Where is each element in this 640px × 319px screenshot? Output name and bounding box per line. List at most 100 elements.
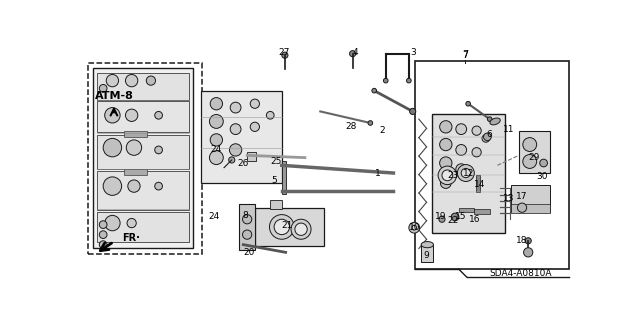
Circle shape	[230, 124, 241, 135]
Text: FR·: FR·	[122, 234, 140, 243]
Circle shape	[209, 151, 223, 165]
Circle shape	[99, 221, 107, 228]
Circle shape	[440, 157, 452, 169]
Circle shape	[458, 165, 474, 182]
Bar	[415, 61, 569, 269]
Circle shape	[127, 219, 136, 228]
Circle shape	[128, 180, 140, 192]
Text: 29: 29	[528, 153, 540, 162]
Text: SDA4-A0810A: SDA4-A0810A	[489, 269, 552, 278]
Bar	[459, 208, 474, 212]
Text: 21: 21	[282, 221, 293, 230]
Bar	[255, 208, 324, 246]
Circle shape	[126, 140, 141, 155]
Bar	[247, 152, 257, 161]
Circle shape	[440, 138, 452, 151]
Bar	[432, 114, 505, 233]
Circle shape	[243, 230, 252, 239]
Bar	[511, 204, 550, 213]
Circle shape	[210, 134, 223, 146]
Text: 12: 12	[463, 169, 475, 178]
Bar	[97, 101, 189, 132]
Circle shape	[295, 223, 307, 235]
Circle shape	[230, 144, 242, 156]
Circle shape	[210, 98, 223, 110]
Text: 6: 6	[487, 130, 493, 139]
Circle shape	[274, 219, 289, 235]
Circle shape	[103, 138, 122, 157]
Circle shape	[472, 148, 481, 157]
Circle shape	[155, 146, 163, 154]
Circle shape	[282, 52, 288, 58]
Circle shape	[147, 76, 156, 85]
Circle shape	[438, 166, 456, 185]
Bar	[97, 211, 189, 242]
Bar	[476, 175, 481, 192]
Text: 24: 24	[209, 212, 220, 221]
Text: 19: 19	[435, 212, 447, 221]
Text: 30: 30	[536, 172, 548, 182]
Text: 7: 7	[462, 51, 468, 60]
Circle shape	[99, 231, 107, 239]
Text: 8: 8	[243, 211, 248, 220]
Circle shape	[99, 85, 107, 92]
Text: 5: 5	[271, 176, 277, 185]
Circle shape	[349, 51, 356, 57]
Circle shape	[412, 226, 417, 230]
Circle shape	[250, 99, 259, 108]
Bar	[511, 185, 550, 211]
Text: 14: 14	[474, 180, 485, 189]
Text: 13: 13	[503, 194, 515, 203]
Text: 24: 24	[211, 145, 222, 154]
Circle shape	[472, 126, 481, 135]
Circle shape	[456, 145, 467, 155]
Circle shape	[209, 115, 223, 128]
Bar	[474, 209, 490, 214]
Circle shape	[228, 157, 235, 163]
Circle shape	[517, 203, 527, 212]
Circle shape	[451, 213, 459, 221]
Ellipse shape	[421, 241, 433, 248]
Circle shape	[482, 135, 490, 142]
Circle shape	[266, 111, 274, 119]
Text: 10: 10	[408, 223, 420, 232]
Text: ATM-8: ATM-8	[95, 91, 133, 101]
Circle shape	[442, 170, 452, 181]
Circle shape	[440, 121, 452, 133]
Circle shape	[456, 164, 467, 174]
Circle shape	[125, 74, 138, 87]
Text: 9: 9	[424, 251, 429, 260]
Bar	[239, 204, 255, 250]
Circle shape	[484, 133, 492, 141]
Bar	[201, 91, 282, 183]
Text: 18: 18	[516, 235, 528, 245]
Circle shape	[523, 137, 537, 152]
Ellipse shape	[490, 118, 500, 125]
Text: 20: 20	[244, 248, 255, 257]
Circle shape	[488, 117, 492, 122]
Circle shape	[230, 102, 241, 113]
Text: 1: 1	[375, 168, 381, 178]
Text: 17: 17	[516, 192, 528, 201]
Text: 22: 22	[447, 216, 458, 225]
Circle shape	[99, 241, 107, 249]
Text: 7: 7	[462, 50, 468, 60]
Circle shape	[540, 159, 547, 167]
Bar	[282, 161, 285, 194]
Bar	[93, 68, 193, 249]
Circle shape	[368, 121, 372, 125]
Bar	[519, 131, 550, 173]
Text: 4: 4	[352, 48, 358, 57]
Circle shape	[523, 154, 537, 168]
Circle shape	[155, 111, 163, 119]
Circle shape	[461, 168, 470, 178]
Text: 2: 2	[379, 126, 385, 135]
Bar	[124, 131, 147, 137]
Circle shape	[466, 101, 470, 106]
Circle shape	[524, 248, 533, 257]
Bar	[97, 172, 189, 210]
Circle shape	[106, 74, 118, 87]
Circle shape	[439, 216, 445, 222]
Circle shape	[406, 78, 411, 83]
Bar	[88, 63, 202, 254]
